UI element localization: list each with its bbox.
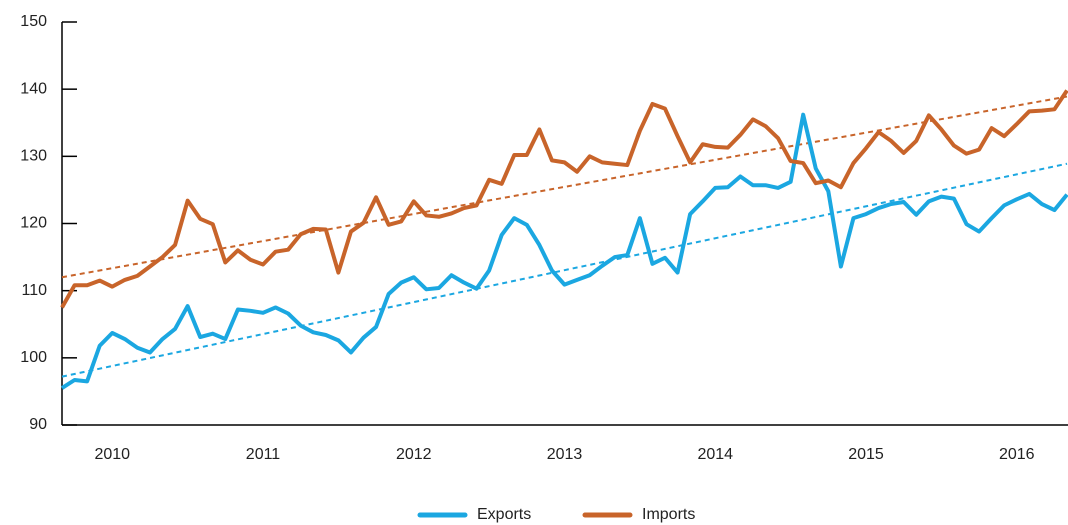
y-tick-label: 150 <box>20 13 47 30</box>
x-tick-label: 2016 <box>999 446 1035 463</box>
x-tick-label: 2012 <box>396 446 432 463</box>
y-tick-label: 110 <box>21 282 47 299</box>
series-line <box>60 89 1068 309</box>
series-line <box>60 112 1068 390</box>
y-tick-label: 120 <box>20 215 47 232</box>
y-tick-label: 140 <box>20 80 47 97</box>
y-tick-label: 90 <box>29 416 47 433</box>
x-tick-label: 2010 <box>94 446 130 463</box>
y-tick-label: 100 <box>20 349 47 366</box>
x-tick-label: 2013 <box>547 446 583 463</box>
trend-line <box>61 162 1068 378</box>
x-tick-label: 2015 <box>848 446 884 463</box>
legend-label: Imports <box>642 506 695 523</box>
trend-line <box>61 95 1068 279</box>
legend-label: Exports <box>477 506 531 523</box>
x-tick-label: 2014 <box>697 446 733 463</box>
y-tick-label: 130 <box>20 148 47 165</box>
x-tick-label: 2011 <box>246 446 281 463</box>
